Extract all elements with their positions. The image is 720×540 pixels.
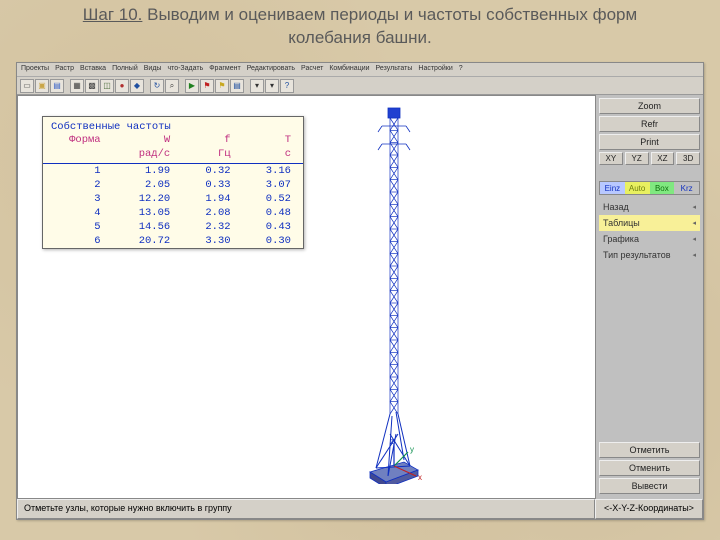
mode-krz[interactable]: Krz [674, 182, 699, 194]
page-heading: Шаг 10. Выводим и оцениваем периоды и ча… [0, 0, 720, 52]
print-button[interactable]: Print [599, 134, 700, 150]
table-row: 413.052.080.48 [43, 206, 303, 220]
table-row: 22.050.333.07 [43, 178, 303, 192]
svg-text:z: z [390, 437, 394, 446]
tower-model: x y z [364, 104, 424, 484]
col-unit: Гц [182, 147, 242, 164]
sidemenu-таблицы[interactable]: Таблицы◂ [599, 215, 700, 231]
status-bar: Отметьте узлы, которые нужно включить в … [17, 499, 703, 519]
save-icon[interactable]: ▤ [50, 79, 64, 93]
zoom-button[interactable]: Zoom [599, 98, 700, 114]
view-xz-button[interactable]: XZ [651, 152, 675, 165]
view-3d-button[interactable]: 3D [676, 152, 700, 165]
sidemenu-тип результатов[interactable]: Тип результатов◂ [599, 247, 700, 263]
refresh-icon[interactable]: ↻ [150, 79, 164, 93]
mode-auto[interactable]: Auto [625, 182, 650, 194]
selection-mode-band: EinzAutoBoxKrz [599, 181, 700, 195]
col-unit: с [243, 147, 303, 164]
table-row: 312.201.940.52 [43, 192, 303, 206]
status-coords: <-X-Y-Z-Координаты> [595, 499, 703, 519]
menu-виды[interactable]: Виды [144, 65, 162, 72]
menu-комбинации[interactable]: Комбинации [329, 65, 369, 72]
col-header: Форма [43, 133, 113, 147]
run-icon[interactable]: ▶ [185, 79, 199, 93]
menubar: Проекты Растр Вставка Полный Виды что-Задать Ф… [17, 63, 703, 77]
col-unit [43, 147, 113, 164]
menu-редактировать[interactable]: Редактировать [247, 65, 295, 72]
menu-?[interactable]: ? [459, 65, 463, 72]
col-header: W [113, 133, 183, 147]
status-message: Отметьте узлы, которые нужно включить в … [17, 499, 595, 519]
sidemenu-назад[interactable]: Назад◂ [599, 199, 700, 215]
select-node-icon[interactable]: ● [115, 79, 129, 93]
table-row: 514.562.320.43 [43, 220, 303, 234]
svg-text:y: y [410, 445, 414, 454]
frequency-table: ФормаWfT рад/сГцс 11.990.323.1622.050.33… [43, 133, 303, 248]
grid-icon[interactable]: ▦ [70, 79, 84, 93]
mode-box[interactable]: Box [650, 182, 675, 194]
select-elem-icon[interactable]: ◆ [130, 79, 144, 93]
flag-red-icon[interactable]: ⚑ [200, 79, 214, 93]
вывести-button[interactable]: Вывести [599, 478, 700, 494]
new-icon[interactable]: ▭ [20, 79, 34, 93]
menu-проекты[interactable]: Проекты [21, 65, 49, 72]
mode-einz[interactable]: Einz [600, 182, 625, 194]
dropdown2[interactable]: ▾ [265, 79, 279, 93]
open-icon[interactable]: ▣ [35, 79, 49, 93]
view3d-icon[interactable]: ◫ [100, 79, 114, 93]
отменить-button[interactable]: Отменить [599, 460, 700, 476]
frequency-table-window: Собственные частоты ФормаWfT рад/сГцс 11… [42, 116, 304, 249]
toolbar: ▭▣▤▦▩◫●◆↻⌕▶⚑⚑▤▾▾? [17, 77, 703, 95]
col-header: f [182, 133, 242, 147]
step-label: Шаг 10. [83, 5, 143, 24]
col-unit: рад/с [113, 147, 183, 164]
refresh-button[interactable]: Refr [599, 116, 700, 132]
menu-полный[interactable]: Полный [112, 65, 138, 72]
dropdown1[interactable]: ▾ [250, 79, 264, 93]
отметить-button[interactable]: Отметить [599, 442, 700, 458]
svg-text:x: x [418, 473, 422, 482]
view-xy-button[interactable]: XY [599, 152, 623, 165]
sidemenu-графика[interactable]: Графика◂ [599, 231, 700, 247]
menu-вставка[interactable]: Вставка [80, 65, 106, 72]
menu-результаты[interactable]: Результаты [376, 65, 413, 72]
heading-text: Выводим и оцениваем периоды и частоты со… [142, 5, 637, 47]
help-icon[interactable]: ? [280, 79, 294, 93]
menu-растр[interactable]: Растр [55, 65, 74, 72]
results-icon[interactable]: ▤ [230, 79, 244, 93]
zoom-icon[interactable]: ⌕ [165, 79, 179, 93]
mesh-icon[interactable]: ▩ [85, 79, 99, 93]
view-yz-button[interactable]: YZ [625, 152, 649, 165]
col-header: T [243, 133, 303, 147]
menu-фрагмент[interactable]: Фрагмент [209, 65, 240, 72]
menu-расчет[interactable]: Расчет [301, 65, 323, 72]
frequency-table-title: Собственные частоты [43, 117, 303, 133]
table-row: 11.990.323.16 [43, 164, 303, 178]
side-panel: Zoom Refr Print XYYZXZ3D EinzAutoBoxKrz … [595, 95, 703, 499]
menu-настройки[interactable]: Настройки [418, 65, 452, 72]
menu-что-задать[interactable]: что-Задать [167, 65, 203, 72]
flag-yellow-icon[interactable]: ⚑ [215, 79, 229, 93]
table-row: 620.723.300.30 [43, 234, 303, 248]
